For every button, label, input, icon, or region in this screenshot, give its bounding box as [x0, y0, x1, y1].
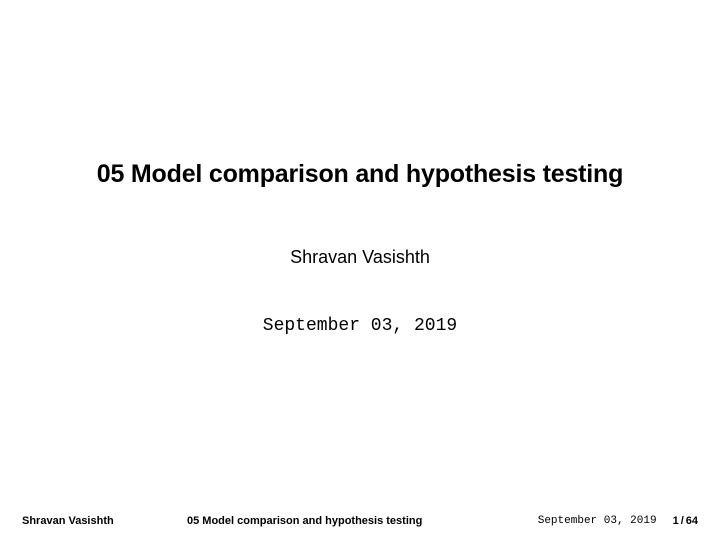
slide-content: 05 Model comparison and hypothesis testi… [0, 0, 720, 541]
slide-date: September 03, 2019 [263, 316, 457, 336]
slide-footer: Shravan Vasishth 05 Model comparison and… [0, 515, 720, 527]
page-total: 64 [686, 515, 698, 527]
footer-page: 1/64 [673, 515, 698, 527]
page-separator: / [679, 515, 686, 527]
footer-title: 05 Model comparison and hypothesis testi… [187, 515, 447, 527]
slide: 05 Model comparison and hypothesis testi… [0, 0, 720, 541]
footer-date: September 03, 2019 [538, 515, 657, 527]
slide-author: Shravan Vasishth [290, 247, 430, 268]
footer-author: Shravan Vasishth [22, 515, 187, 527]
slide-title: 05 Model comparison and hypothesis testi… [97, 160, 623, 189]
